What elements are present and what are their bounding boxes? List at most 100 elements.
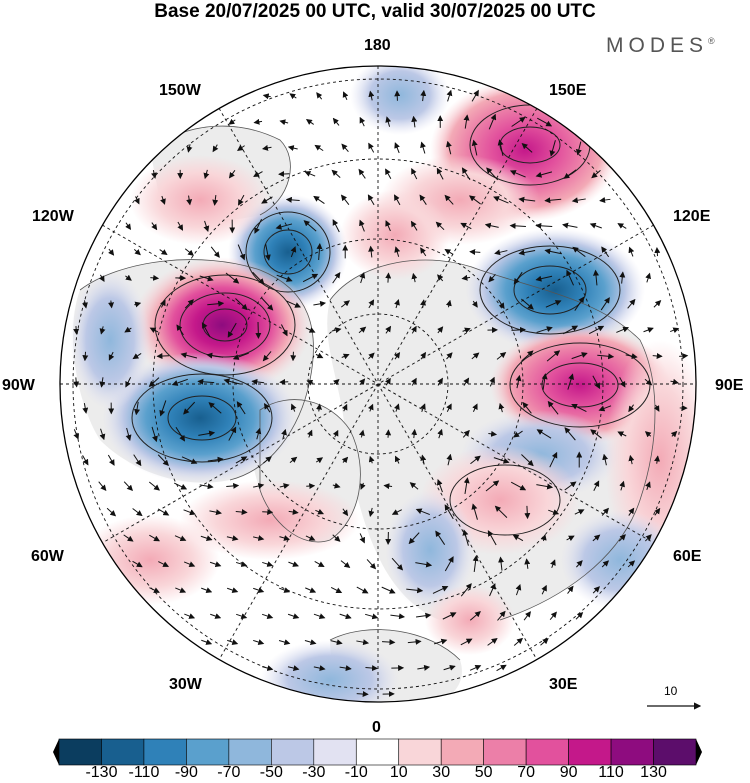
- colorbar-low-arrow: [53, 739, 59, 765]
- wind-arrow: [591, 170, 601, 179]
- wind-arrow: [340, 194, 350, 205]
- wind-arrow: [149, 327, 159, 334]
- wind-arrow: [275, 223, 293, 230]
- lon-label-0: 0: [372, 719, 381, 736]
- wind-arrow: [201, 587, 213, 593]
- wind-arrow: [385, 116, 392, 127]
- graticule: [60, 66, 696, 702]
- wind-arrow: [228, 169, 236, 179]
- wind-arrow: [207, 300, 225, 307]
- wind-arrow: [515, 374, 522, 389]
- wind-arrow: [262, 561, 274, 567]
- wind-arrow: [235, 509, 248, 516]
- wind-arrow: [367, 403, 374, 412]
- wind-arrow: [132, 508, 143, 517]
- wind-arrow: [315, 508, 325, 515]
- wind-arrow: [358, 326, 367, 334]
- wind-arrow: [305, 119, 314, 125]
- wind-arrow: [341, 353, 350, 360]
- wind-arrow: [251, 378, 265, 385]
- wind-arrow: [444, 194, 454, 205]
- wind-arrow: [512, 534, 524, 542]
- wind-arrow: [279, 483, 290, 490]
- wind-arrow: [359, 219, 365, 232]
- wind-arrow: [420, 247, 427, 257]
- wind-arrow: [592, 586, 601, 594]
- wind-arrow: [331, 169, 341, 178]
- wind-arrow: [515, 583, 522, 596]
- wind-arrow: [279, 535, 290, 541]
- wind-arrow: [498, 402, 505, 413]
- wind-arrow: [264, 244, 271, 261]
- wind-arrow: [73, 377, 80, 388]
- wind-arrow: [394, 403, 400, 412]
- wind-arrow: [159, 400, 167, 417]
- wind-arrow: [385, 168, 392, 180]
- wind-arrow: [238, 194, 245, 206]
- lon-label-30e: 30E: [549, 676, 578, 693]
- wind-arrow: [278, 639, 291, 645]
- wind-arrow: [643, 327, 654, 333]
- colorbar-box: [143, 738, 187, 766]
- wind-arrow: [313, 300, 327, 307]
- wind-arrow: [540, 638, 549, 646]
- wind-arrow: [536, 326, 553, 333]
- wind-arrow: [148, 377, 160, 388]
- wind-arrow: [493, 196, 509, 204]
- wind-arrow: [546, 350, 561, 362]
- wind-arrow: [148, 481, 160, 491]
- wind-arrow: [574, 296, 585, 311]
- wind-arrow: [488, 273, 496, 283]
- wind-arrow: [255, 427, 262, 440]
- wind-arrow: [420, 89, 427, 102]
- wind-arrow: [262, 93, 271, 100]
- wind-arrow: [382, 639, 396, 646]
- wind-arrow: [184, 299, 194, 309]
- lon-label-120w: 120W: [32, 208, 74, 225]
- wind-arrow: [358, 429, 365, 438]
- colorbar-box: [653, 738, 697, 766]
- wind-arrow: [203, 220, 210, 233]
- wind-arrow: [571, 352, 588, 360]
- wind-arrow: [544, 248, 562, 255]
- wind-arrow: [518, 249, 536, 256]
- wind-arrow: [186, 144, 193, 153]
- wind-arrow: [368, 352, 375, 360]
- wind-arrow: [82, 455, 89, 466]
- lon-label-150e: 150E: [549, 82, 587, 99]
- wind-arrow: [471, 139, 478, 156]
- wind-arrow: [513, 637, 524, 646]
- wind-arrow: [536, 117, 553, 127]
- registered-mark: ®: [708, 36, 715, 46]
- colorbar-box: [313, 738, 357, 766]
- wind-arrow: [227, 639, 239, 645]
- wind-arrow: [410, 220, 418, 231]
- wind-arrow: [133, 249, 141, 256]
- wind-arrow: [261, 144, 272, 151]
- wind-arrow: [339, 613, 352, 620]
- wind-arrow: [305, 535, 316, 541]
- wind-arrow: [151, 222, 158, 231]
- wind-arrow: [484, 222, 499, 229]
- wind-arrow: [541, 584, 547, 595]
- lon-label-60e: 60E: [673, 548, 702, 565]
- wind-arrow: [485, 480, 500, 492]
- wind-arrow: [628, 246, 635, 257]
- wind-arrow: [435, 221, 445, 231]
- wind-arrow: [566, 269, 574, 286]
- wind-arrow: [206, 352, 224, 359]
- wind-arrow: [628, 507, 635, 516]
- wind-arrow: [123, 534, 134, 542]
- wind-arrow: [593, 480, 600, 492]
- wind-arrow: [442, 612, 457, 620]
- wind-arrow: [549, 451, 558, 468]
- wind-arrow: [209, 509, 222, 516]
- wind-arrow: [670, 327, 680, 334]
- wind-arrow: [599, 197, 611, 203]
- wind-arrow: [125, 427, 132, 441]
- colorbar-tick-label: -90: [174, 764, 198, 781]
- wind-arrow: [342, 508, 349, 517]
- wind-arrow: [290, 403, 297, 412]
- wind-arrow: [279, 587, 291, 593]
- wind-arrow: [437, 428, 443, 439]
